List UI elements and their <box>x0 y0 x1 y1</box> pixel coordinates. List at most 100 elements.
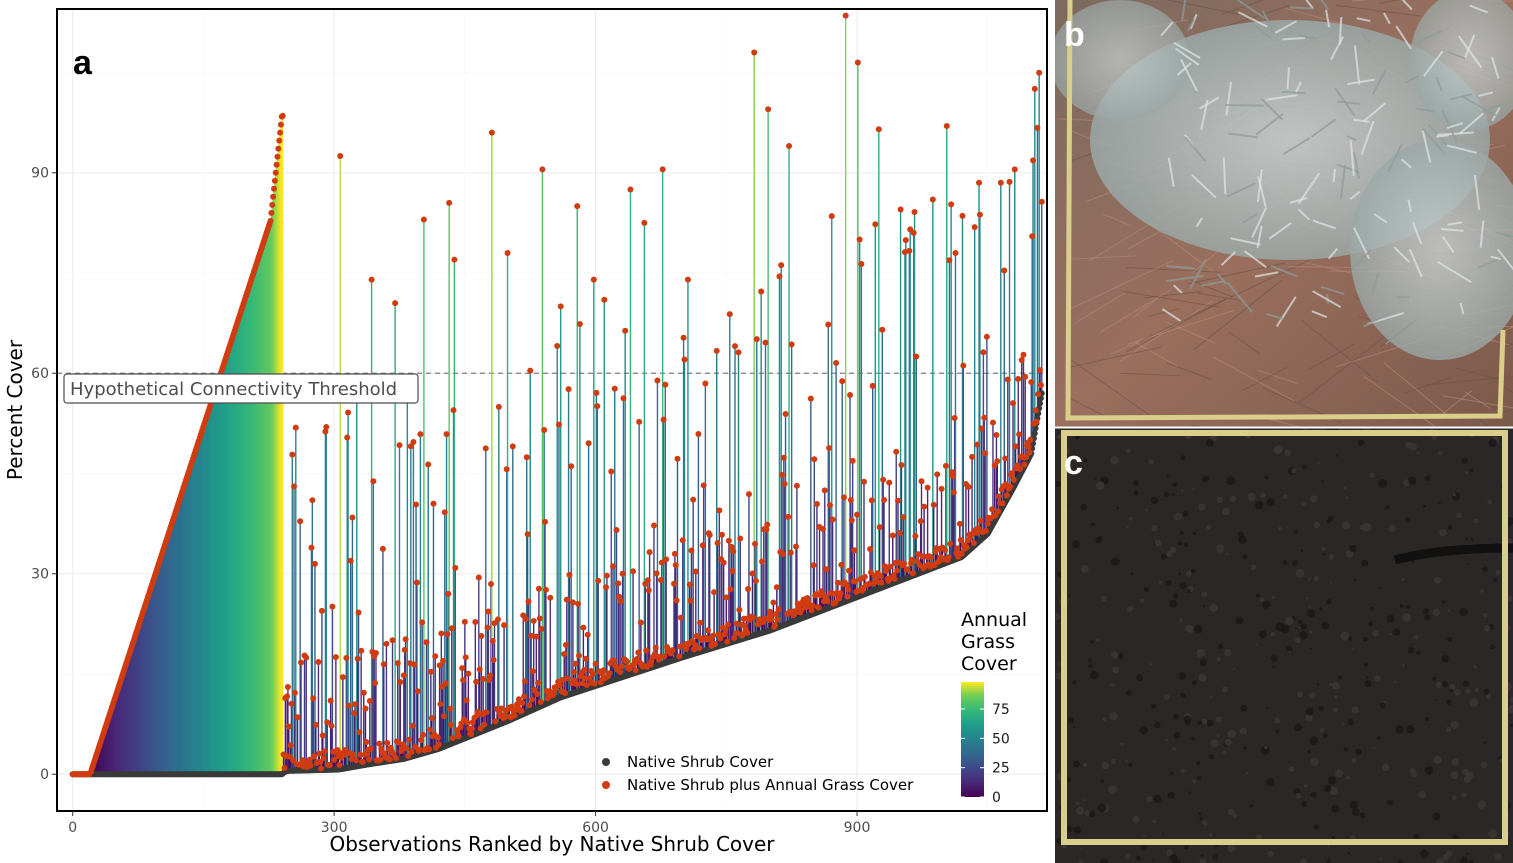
total-cover-point <box>363 739 370 746</box>
total-cover-point <box>700 482 707 489</box>
total-cover-point <box>1021 461 1028 468</box>
total-cover-point <box>426 746 433 753</box>
total-cover-point <box>921 503 928 510</box>
total-cover-point <box>1038 198 1045 205</box>
total-cover-point <box>617 598 624 605</box>
total-cover-point <box>362 705 369 712</box>
total-cover-point <box>897 206 904 213</box>
total-cover-point <box>902 237 909 244</box>
total-cover-point <box>332 654 339 661</box>
total-cover-point <box>559 676 566 683</box>
total-cover-point <box>695 430 702 437</box>
total-cover-point <box>808 607 815 614</box>
total-cover-point <box>562 690 569 697</box>
total-cover-point <box>960 362 967 369</box>
total-cover-point <box>452 564 459 571</box>
total-cover-point <box>815 604 822 611</box>
colorbar-tick-label: 0 <box>992 790 1001 806</box>
total-cover-point <box>318 765 325 772</box>
shrub-point <box>1031 430 1038 437</box>
total-cover-point <box>271 177 278 184</box>
total-cover-point <box>711 640 718 647</box>
total-cover-point <box>854 59 861 66</box>
total-cover-point <box>416 746 423 753</box>
total-cover-point <box>984 520 991 527</box>
total-cover-point <box>463 697 470 704</box>
total-cover-point <box>792 610 799 617</box>
total-cover-point <box>965 483 972 490</box>
total-cover-point <box>608 468 615 475</box>
total-cover-point <box>632 667 639 674</box>
total-cover-point <box>434 734 441 741</box>
total-cover-point <box>989 506 996 513</box>
total-cover-point <box>423 639 430 646</box>
total-cover-point <box>716 507 723 514</box>
total-cover-point <box>616 593 623 600</box>
total-cover-point <box>408 748 415 755</box>
total-cover-point <box>310 695 317 702</box>
total-cover-point <box>440 713 447 720</box>
total-cover-point <box>963 544 970 551</box>
total-cover-point <box>727 586 734 593</box>
total-cover-point <box>337 153 344 160</box>
total-cover-point <box>952 249 959 256</box>
total-cover-point <box>487 580 494 587</box>
total-cover-point <box>418 737 425 744</box>
y-tick-label: 90 <box>31 166 49 182</box>
total-cover-point <box>750 614 757 621</box>
total-cover-point <box>527 367 534 374</box>
total-cover-point <box>886 479 893 486</box>
total-cover-point <box>524 531 531 538</box>
total-cover-point <box>947 540 954 547</box>
total-cover-point <box>697 619 704 626</box>
total-cover-point <box>267 217 274 224</box>
total-cover-point <box>355 609 362 616</box>
total-cover-point <box>321 748 328 755</box>
total-cover-point <box>645 587 652 594</box>
total-cover-point <box>344 434 351 441</box>
total-cover-point <box>539 166 546 173</box>
total-cover-point <box>911 208 918 215</box>
total-cover-point <box>446 199 453 206</box>
total-cover-point <box>710 632 717 639</box>
total-cover-point <box>807 395 814 402</box>
total-cover-point <box>401 646 408 653</box>
total-cover-point <box>876 524 883 531</box>
total-cover-point <box>691 641 698 648</box>
total-cover-point <box>411 661 418 668</box>
total-cover-point <box>563 596 570 603</box>
total-cover-point <box>928 554 935 561</box>
total-cover-point <box>924 484 931 491</box>
x-tick-label: 900 <box>844 820 871 836</box>
threshold-label-box: Hypothetical Connectivity Threshold <box>63 373 419 404</box>
total-cover-point <box>601 296 608 303</box>
total-cover-point <box>788 341 795 348</box>
total-cover-point <box>357 751 364 758</box>
total-cover-point <box>813 501 820 508</box>
total-cover-point <box>445 590 452 597</box>
y-tick-label: 30 <box>31 567 49 583</box>
total-cover-point <box>291 689 298 696</box>
total-cover-point <box>770 599 777 606</box>
total-cover-point <box>367 745 374 752</box>
total-cover-point <box>785 513 792 520</box>
total-cover-point <box>279 112 286 119</box>
total-cover-point <box>838 561 845 568</box>
total-cover-point <box>566 571 573 578</box>
total-cover-point <box>489 638 496 645</box>
total-cover-point <box>347 557 354 564</box>
total-cover-point <box>722 626 729 633</box>
threshold-label: Hypothetical Connectivity Threshold <box>70 379 397 400</box>
total-cover-point <box>958 550 965 557</box>
total-cover-point <box>752 577 759 584</box>
total-cover-point <box>663 556 670 563</box>
total-cover-point <box>586 675 593 682</box>
total-cover-point <box>858 260 865 267</box>
total-cover-point <box>702 380 709 387</box>
total-cover-point <box>354 655 361 662</box>
legend-grass-swatch <box>602 781 610 789</box>
total-cover-point <box>943 122 950 129</box>
total-cover-point <box>786 143 793 150</box>
total-cover-point <box>379 545 386 552</box>
total-cover-point <box>287 742 294 749</box>
